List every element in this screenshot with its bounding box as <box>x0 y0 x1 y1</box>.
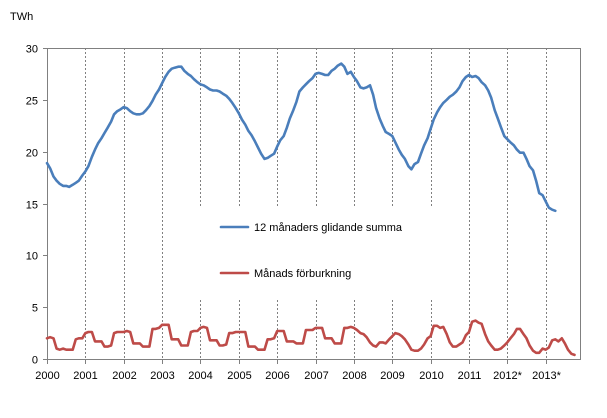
legend: 12 månaders glidande summa Månads förburk… <box>168 208 458 298</box>
x-tick-label: 2004 <box>188 370 212 382</box>
legend-box <box>168 208 458 298</box>
y-axis-unit-label: TWh <box>10 11 33 23</box>
series-layer <box>45 62 576 357</box>
axis-layer: 0 5 10 15 20 25 30 2000 2001 2002 2003 2004 2005 2006… <box>26 44 581 382</box>
legend-label: 12 månaders glidande summa <box>254 222 403 234</box>
x-tick-label: 2007 <box>304 370 328 382</box>
series-line-rolling-sum <box>45 62 557 213</box>
x-tick-label: 2003 <box>150 370 174 382</box>
x-tick-label: 2010 <box>419 370 443 382</box>
x-tick-label: 2005 <box>227 370 251 382</box>
series-line-monthly <box>45 319 576 357</box>
y-tick-label: 5 <box>32 303 38 315</box>
y-tick-label: 25 <box>26 96 38 108</box>
x-tick-label: 2011 <box>458 370 482 382</box>
x-tick-label: 2006 <box>265 370 289 382</box>
x-tick-label: 2002 <box>112 370 136 382</box>
y-tick-label: 20 <box>26 148 38 160</box>
x-tick-label: 2000 <box>35 370 59 382</box>
x-tick-label: 2001 <box>73 370 97 382</box>
x-tick-label: 2012* <box>493 370 522 382</box>
legend-label: Månads förburkning <box>254 268 351 280</box>
x-tick-label: 2008 <box>342 370 366 382</box>
y-tick-label: 0 <box>32 355 38 367</box>
y-tick-label: 10 <box>26 251 38 263</box>
x-tick-label: 2009 <box>380 370 404 382</box>
y-tick-label: 15 <box>26 200 38 212</box>
y-tick-label: 30 <box>26 44 38 56</box>
x-tick-label: 2013* <box>532 370 561 382</box>
